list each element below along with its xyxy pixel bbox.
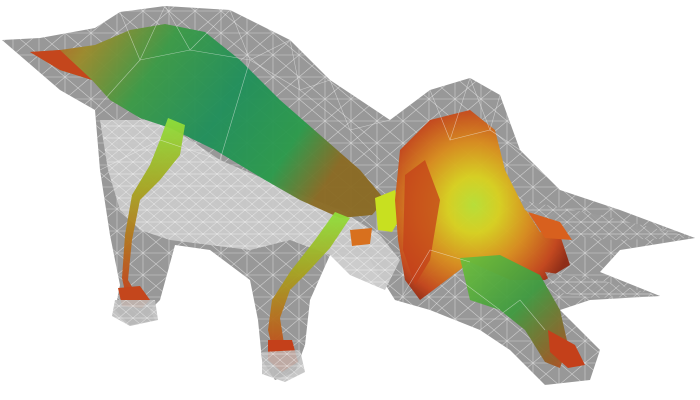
interior-back-surface: [30, 24, 385, 218]
front-leg: [112, 118, 185, 326]
hind-leg: [262, 212, 350, 382]
wireframe-overlay: [94, 5, 546, 331]
head: [460, 255, 585, 368]
horns: [520, 200, 695, 298]
